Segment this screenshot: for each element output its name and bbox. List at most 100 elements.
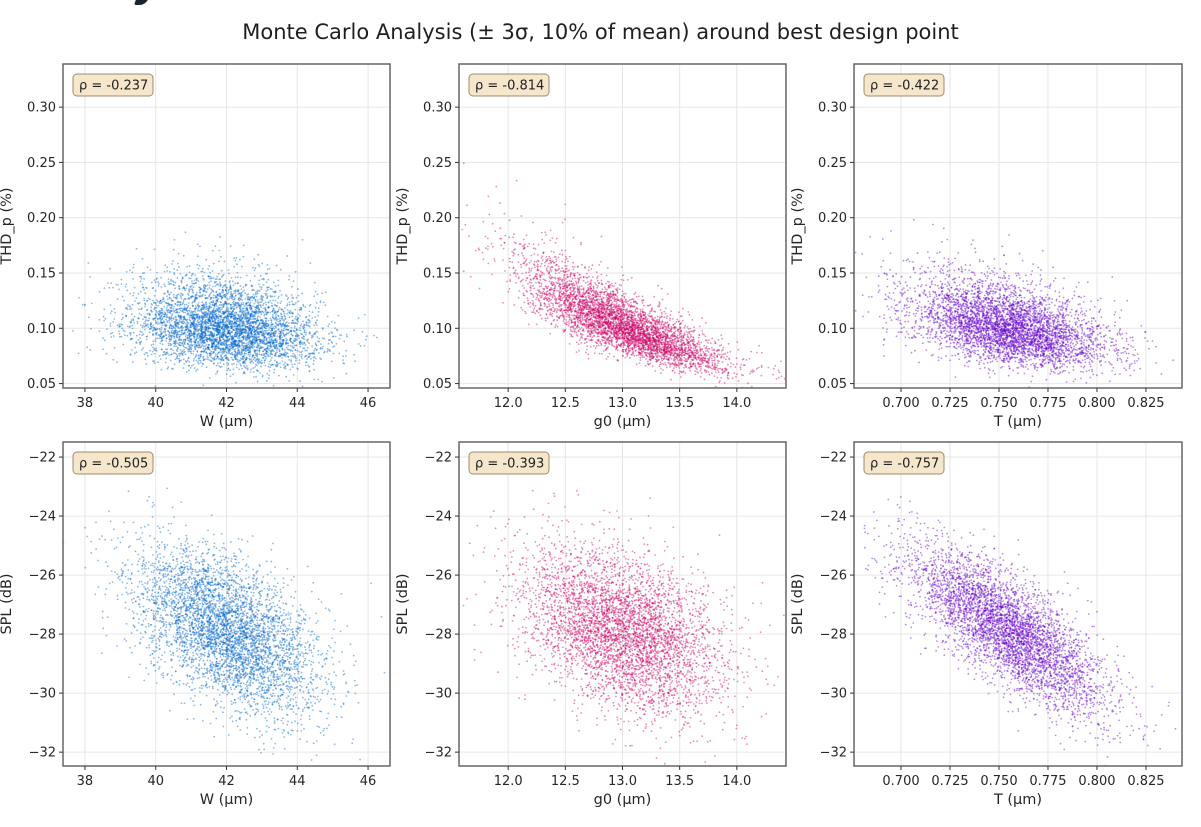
scatter-point [207, 308, 210, 311]
scatter-point [157, 285, 160, 287]
scatter-point [311, 352, 314, 355]
scatter-point [280, 333, 283, 335]
scatter-point [707, 364, 709, 367]
scatter-point [212, 327, 214, 330]
scatter-point [266, 347, 268, 350]
scatter-point [128, 305, 131, 307]
scatter-point [252, 371, 255, 374]
scatter-point [212, 299, 215, 302]
scatter-point [216, 334, 218, 336]
scatter-point [311, 311, 314, 314]
scatter-point [184, 318, 187, 321]
scatter-point [278, 349, 281, 352]
scatter-point [145, 319, 148, 321]
scatter-point [225, 310, 228, 312]
scatter-point [206, 297, 209, 299]
scatter-point [231, 305, 234, 308]
scatter-point [155, 333, 158, 336]
scatter-point [205, 366, 208, 369]
scatter-point [249, 299, 251, 301]
scatter-point [190, 348, 193, 351]
scatter-point [315, 324, 318, 326]
scatter-point [233, 308, 236, 310]
scatter-point [260, 354, 263, 357]
scatter-point [265, 322, 268, 325]
scatter-point [209, 320, 211, 322]
scatter-point [316, 331, 319, 333]
scatter-point [210, 346, 213, 349]
scatter-point [315, 302, 318, 304]
scatter-point [187, 343, 190, 346]
scatter-point [301, 353, 303, 356]
scatter-point [276, 301, 279, 304]
scatter-point [199, 338, 202, 341]
scatter-point [274, 339, 277, 341]
scatter-point [165, 340, 168, 342]
scatter-point [172, 317, 175, 320]
scatter-point [345, 349, 348, 352]
scatter-point [265, 352, 267, 355]
scatter-point [152, 287, 155, 289]
scatter-point [208, 333, 211, 336]
scatter-point [265, 379, 268, 382]
scatter-point [242, 255, 245, 258]
scatter-point [284, 315, 286, 318]
scatter-point [205, 336, 208, 339]
scatter-point [227, 367, 230, 370]
scatter-point [284, 318, 287, 320]
scatter-point [225, 343, 228, 346]
scatter-point [292, 374, 295, 376]
scatter-point [304, 324, 306, 326]
scatter-point [253, 302, 256, 305]
scatter-point [283, 314, 286, 317]
scatter-point [275, 365, 278, 368]
scatter-point [288, 380, 291, 382]
scatter-point [266, 286, 268, 289]
scatter-point [275, 316, 278, 319]
scatter-point [293, 363, 296, 366]
scatter-point [160, 312, 163, 314]
scatter-point [106, 328, 108, 331]
scatter-point [282, 311, 285, 313]
scatter-point [229, 313, 231, 315]
scatter-point [270, 333, 272, 336]
scatter-point [234, 331, 237, 334]
rho-annotation-text: ρ = -0.237 [79, 79, 148, 94]
scatter-point [192, 325, 195, 328]
scatter-point [127, 304, 129, 306]
scatter-point [311, 345, 314, 348]
scatter-point [233, 341, 236, 343]
y-tick-label: 0.15 [27, 266, 56, 281]
scatter-point [207, 348, 210, 351]
scatter-point [124, 285, 127, 288]
scatter-point [157, 361, 159, 364]
scatter-point [160, 318, 163, 320]
scatter-point [275, 305, 278, 307]
scatter-point [548, 270, 551, 273]
scatter-point [267, 354, 270, 356]
scatter-point [200, 317, 203, 319]
scatter-point [248, 307, 251, 309]
scatter-points [72, 231, 378, 388]
scatter-point [245, 346, 248, 349]
scatter-point [104, 317, 107, 320]
scatter-point [171, 327, 173, 330]
y-tick-label: 0.25 [27, 156, 56, 171]
scatter-point [221, 312, 224, 315]
scatter-point [284, 322, 287, 324]
scatter-point [190, 346, 193, 349]
scatter-point [282, 339, 285, 342]
scatter-point [601, 352, 603, 355]
scatter-point [224, 321, 227, 323]
scatter-point [252, 317, 255, 319]
scatter-point [184, 335, 187, 338]
scatter-point [212, 289, 214, 292]
scatter-point [255, 375, 257, 378]
scatter-point [308, 365, 311, 368]
scatter-point [252, 354, 255, 357]
scatter-point [257, 333, 259, 335]
scatter-point [180, 339, 183, 341]
scatter-point [240, 296, 243, 298]
scatter-point [179, 303, 182, 306]
scatter-point [240, 365, 242, 367]
